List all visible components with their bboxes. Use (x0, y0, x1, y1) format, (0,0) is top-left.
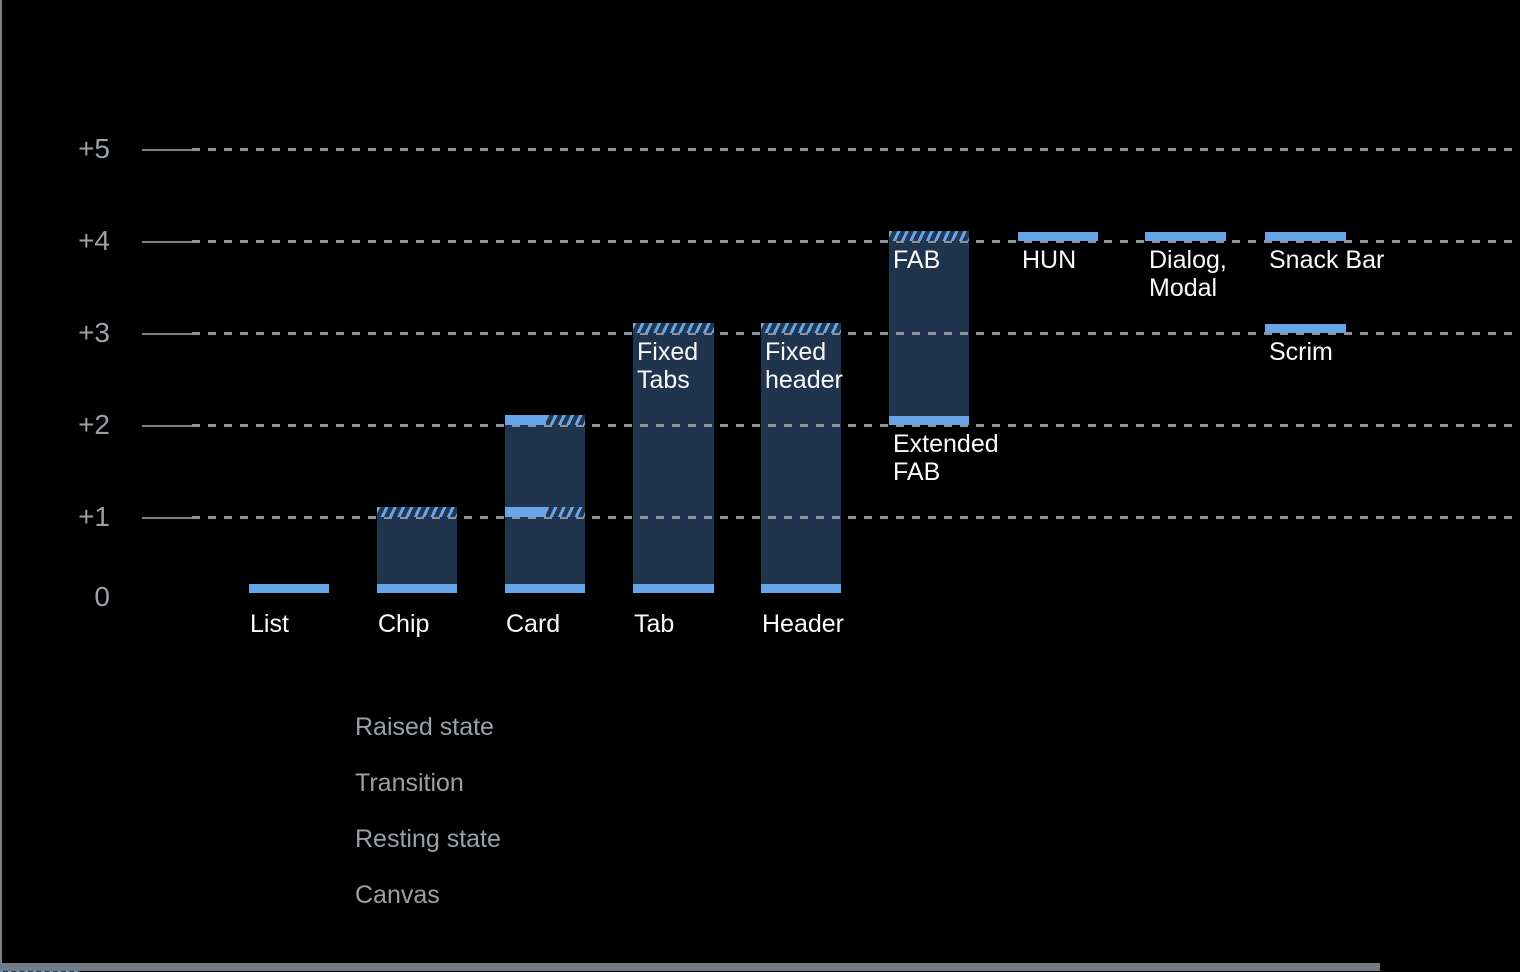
y-axis-label-1: +1 (78, 500, 110, 532)
legend-label-resting: Resting state (355, 824, 501, 853)
legend-label-raised: Raised state (355, 712, 494, 741)
bar-snack-bar-label: Snack Bar (1269, 245, 1385, 274)
bar-header-transition-body (761, 332, 841, 584)
bar-list-resting-band-0 (249, 584, 329, 593)
y-axis-label-4: +4 (78, 224, 110, 256)
bar-scrim-label: Scrim (1269, 337, 1333, 366)
y-tick-level-5 (142, 148, 192, 151)
gridline-level-3 (192, 331, 1520, 335)
x-tick-label-card: Card (506, 610, 561, 638)
bar-header-resting-band-0 (761, 584, 841, 593)
y-tick-level-3 (142, 332, 192, 335)
bar-chip-resting-band-0 (377, 584, 457, 593)
y-axis-label-5: +5 (78, 132, 110, 164)
bar-tab-transition-body (633, 332, 714, 584)
raised-half (545, 414, 585, 425)
bar-dialog-modal-label: Dialog, Modal (1149, 245, 1227, 302)
bar-header-label: Fixed header (765, 337, 843, 394)
bar-fab-label: Extended FAB (893, 429, 999, 486)
gridline-level-5 (192, 147, 1520, 151)
bar-scrim-resting-band-3 (1265, 323, 1346, 333)
bar-card-split-band-2 (505, 414, 585, 425)
y-axis-label-0: 0 (94, 581, 110, 612)
bar-fab-raised-band-4 (889, 230, 969, 241)
gridline-level-4 (192, 239, 1520, 243)
y-axis-line (0, 0, 2, 963)
x-tick-label-tab: Tab (634, 610, 675, 638)
bar-card-transition-body (505, 424, 585, 584)
bar-tab-raised-band-3 (633, 322, 714, 333)
resting-half (505, 414, 546, 425)
x-tick-label-chip: Chip (378, 610, 430, 638)
bar-chip-raised-band-1 (377, 506, 457, 517)
bar-tab-resting-band-0 (633, 584, 714, 593)
bar-dialog-modal-resting-band-4 (1145, 231, 1226, 241)
bar-fab-label: FAB (893, 245, 941, 274)
raised-half (545, 506, 585, 517)
y-axis-label-3: +3 (78, 316, 110, 348)
y-tick-level-2 (142, 424, 192, 427)
x-tick-label-list: List (250, 610, 289, 638)
gridline-level-2 (192, 423, 1520, 427)
bar-chip-transition-body (377, 516, 457, 584)
y-tick-level-1 (142, 516, 192, 519)
bar-card-split-band-1 (505, 506, 585, 517)
resting-half (505, 506, 546, 517)
gridline-level-1 (192, 515, 1520, 519)
bar-snack-bar-resting-band-4 (1265, 231, 1346, 241)
canvas-baseline (0, 963, 1380, 971)
y-tick-level-4 (142, 240, 192, 243)
bar-fab-transition-body (889, 240, 969, 416)
legend-label-canvas: Canvas (355, 880, 440, 909)
bar-hun-label: HUN (1022, 245, 1077, 274)
x-tick-label-header: Header (762, 610, 844, 638)
y-axis-label-2: +2 (78, 408, 110, 440)
bar-card-resting-band-0 (505, 584, 585, 593)
bar-tab-label: Fixed Tabs (637, 337, 699, 394)
bar-fab-resting-band-2 (889, 415, 969, 425)
legend-label-transition: Transition (355, 768, 464, 797)
bar-header-raised-band-3 (761, 322, 841, 333)
bar-hun-resting-band-4 (1018, 231, 1098, 241)
